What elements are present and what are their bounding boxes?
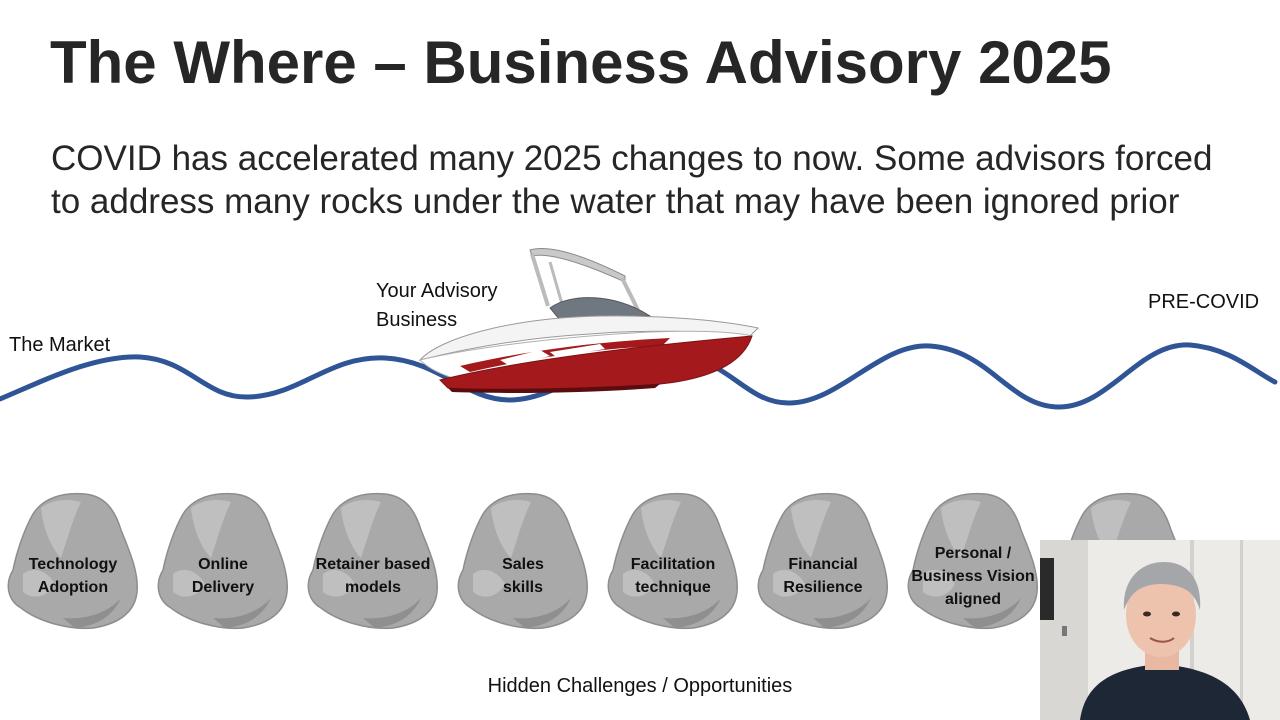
rock-label-line: technique — [635, 579, 711, 596]
rock-icon — [607, 492, 738, 630]
slide-title: The Where – Business Advisory 2025 — [50, 29, 1112, 96]
subtitle-line-1: COVID has accelerated many 2025 changes … — [51, 139, 1213, 178]
label-business-line-2: Business — [376, 309, 458, 331]
rock-label: Facilitation technique — [603, 553, 743, 599]
rock-label: Personal / Business Vision aligned — [903, 542, 1043, 611]
rock-1: Technology Adoption — [3, 488, 143, 633]
slide-subtitle: COVID has accelerated many 2025 changes … — [51, 137, 1276, 223]
label-business-line-1: Your Advisory — [376, 280, 498, 302]
label-market: The Market — [9, 334, 111, 356]
rock-7: Personal / Business Vision aligned — [903, 488, 1043, 633]
rock-label: Financial Resilience — [753, 553, 893, 599]
rock-label-line: Personal / — [934, 545, 1012, 562]
rock-icon — [7, 492, 138, 630]
rock-3: Retainer based models — [303, 488, 443, 633]
rock-icon — [157, 492, 288, 630]
rock-label: Retainer based models — [303, 553, 443, 599]
rock-label-line: Business Vision — [911, 568, 1035, 585]
rock-label-line: Sales — [502, 556, 544, 573]
presenter-video[interactable] — [1040, 540, 1280, 720]
rock-5: Facilitation technique — [603, 488, 743, 633]
rock-label-line: Online — [198, 556, 248, 573]
speedboat-icon — [400, 238, 770, 398]
label-precovid: PRE-COVID — [1148, 291, 1260, 313]
rock-label: Sales skills — [453, 553, 593, 599]
rock-2: Online Delivery — [153, 488, 293, 633]
rock-4: Sales skills — [453, 488, 593, 633]
footer-caption: Hidden Challenges / Opportunities — [487, 675, 793, 697]
rock-icon — [907, 492, 1038, 630]
rock-label-line: Financial — [788, 556, 858, 573]
rock-label-line: Resilience — [783, 579, 863, 596]
rock-label-line: Adoption — [37, 579, 109, 596]
rock-label: Online Delivery — [153, 553, 293, 599]
rock-icon — [757, 492, 888, 630]
rock-label-line: Facilitation — [630, 556, 716, 573]
rock-label-line: models — [344, 579, 401, 596]
label-advisory-business: Your Advisory Business — [376, 277, 526, 335]
rock-label-line: Delivery — [191, 579, 255, 596]
rock-label-line: Retainer based — [315, 556, 431, 573]
rock-icon — [457, 492, 588, 630]
rock-icon — [307, 492, 438, 630]
rock-label-line: aligned — [944, 591, 1001, 608]
rock-label-line: Technology — [28, 556, 118, 573]
rock-6: Financial Resilience — [753, 488, 893, 633]
subtitle-line-2: to address many rocks under the water th… — [51, 182, 1180, 221]
rock-label-line: skills — [502, 579, 544, 596]
rock-label: Technology Adoption — [3, 553, 143, 599]
